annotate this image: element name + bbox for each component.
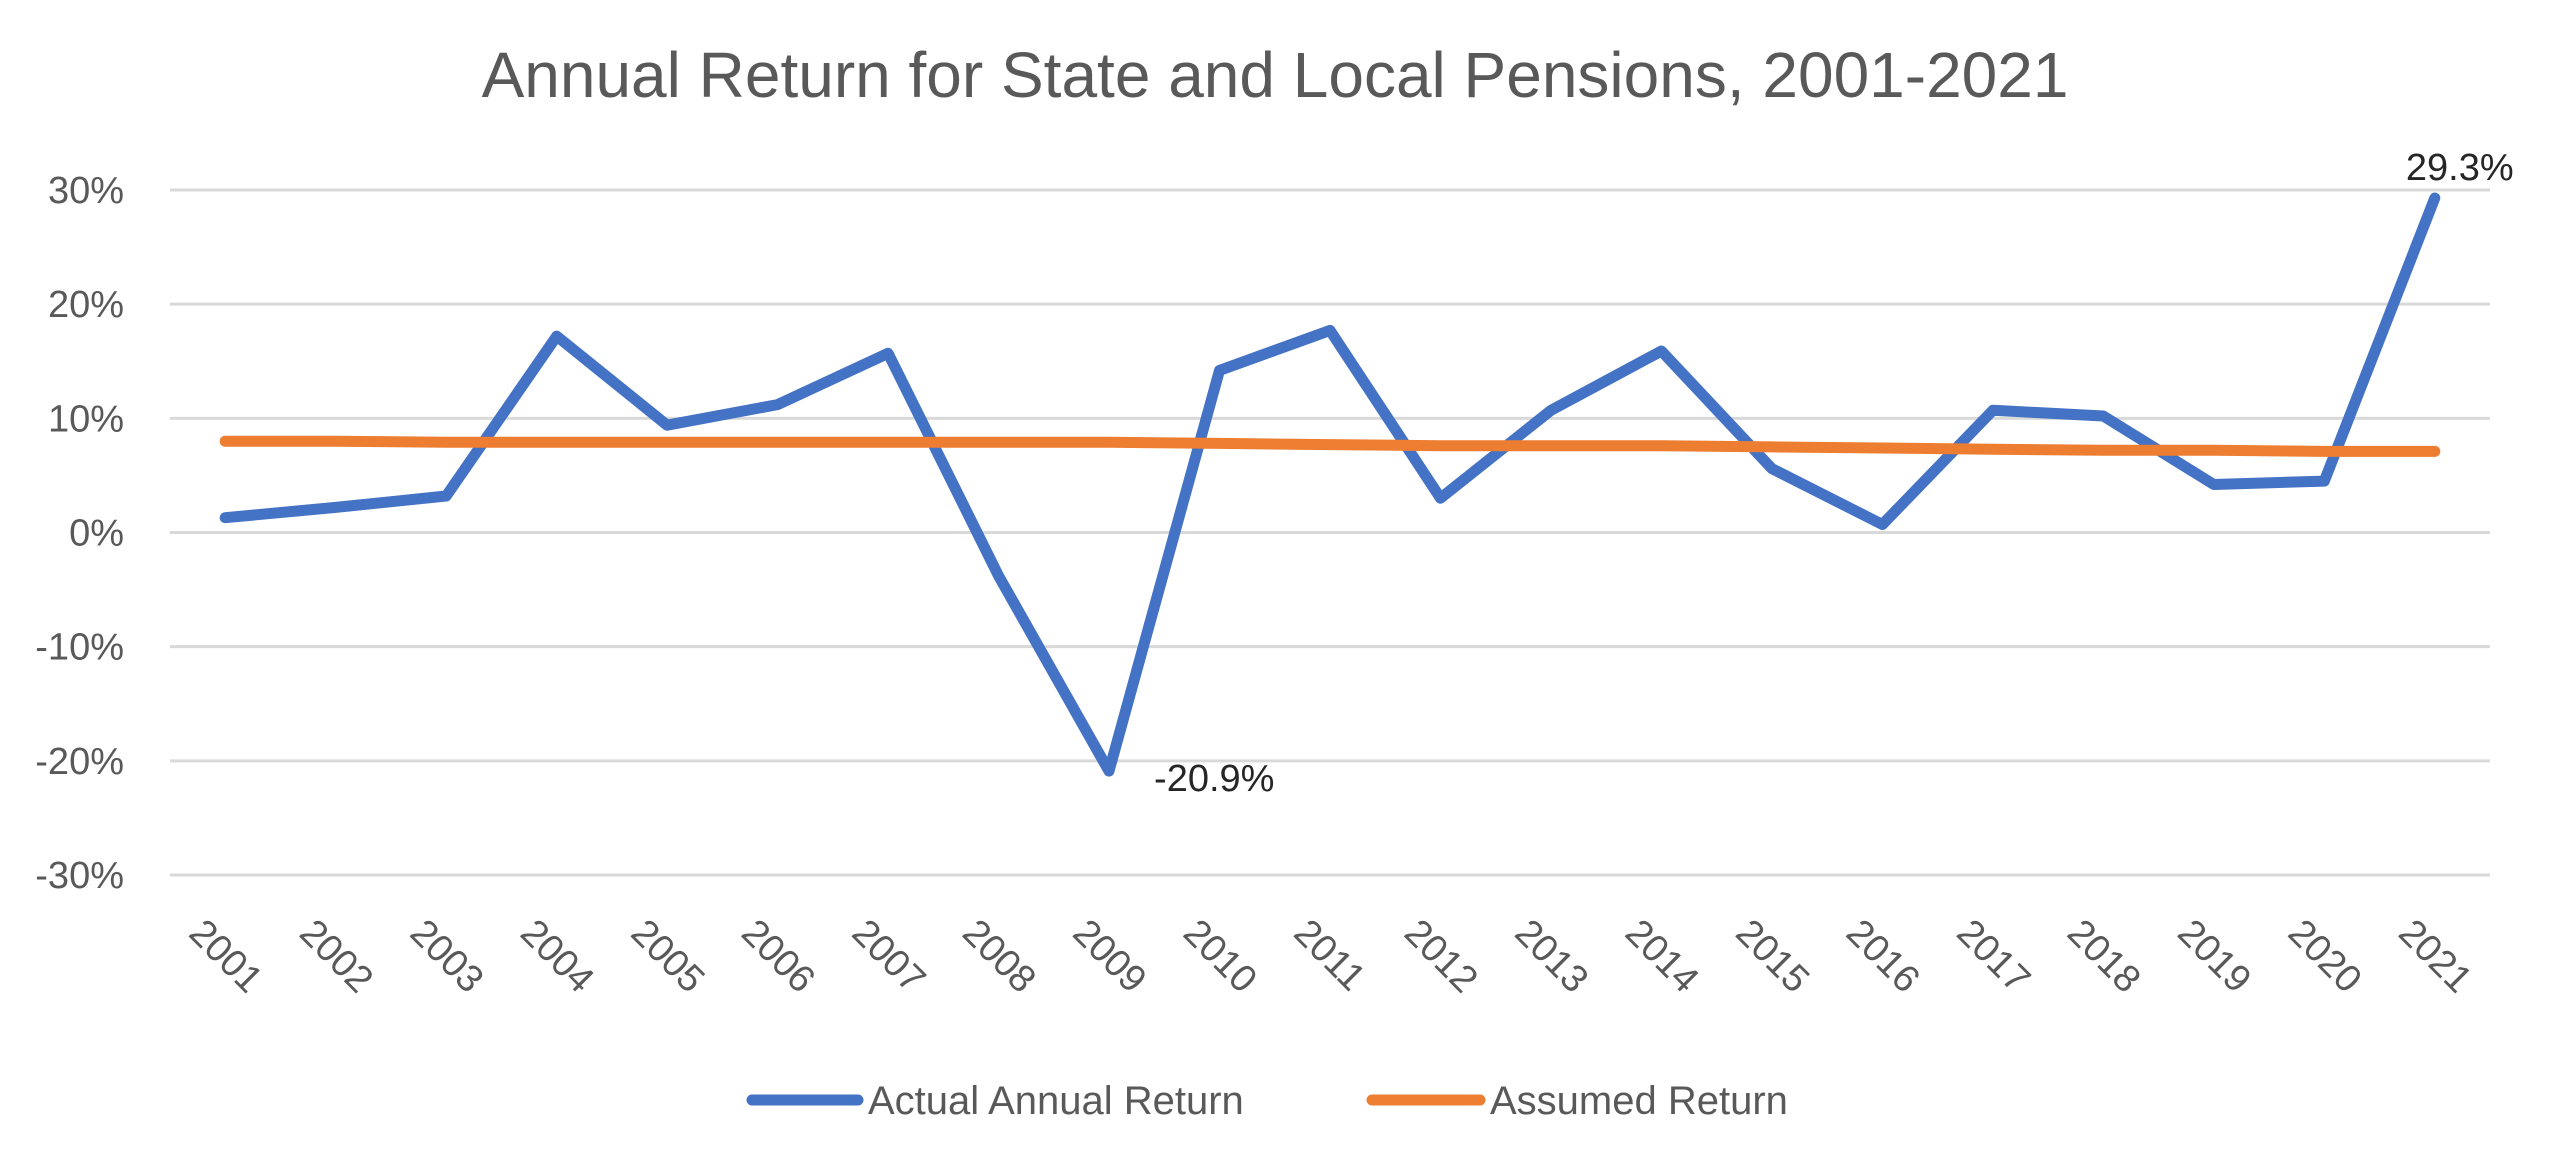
legend-label: Assumed Return — [1490, 1079, 1788, 1123]
x-tick-label: 2003 — [402, 912, 491, 1001]
x-tick-label: 2013 — [1507, 912, 1596, 1001]
y-tick-label: -30% — [35, 855, 124, 897]
y-tick-label: 10% — [48, 398, 124, 440]
y-tick-label: -10% — [35, 627, 124, 669]
x-tick-label: 2018 — [2059, 912, 2148, 1001]
series-lines — [219, 192, 2441, 777]
legend: Actual Annual Return Assumed Return — [746, 1079, 1788, 1123]
x-tick-label: 2015 — [1728, 912, 1817, 1001]
x-tick-label: 2019 — [2169, 912, 2258, 1001]
x-tick-label: 2020 — [2280, 912, 2369, 1001]
data-label: -20.9% — [1154, 758, 1274, 800]
x-tick-label: 2017 — [1948, 912, 2037, 1001]
x-tick-label: 2011 — [1286, 912, 1373, 999]
x-tick-label: 2001 — [181, 912, 270, 1001]
x-tick-label: 2012 — [1396, 912, 1485, 1001]
y-tick-label: -20% — [35, 741, 124, 783]
x-tick-label: 2021 — [2390, 912, 2479, 1001]
x-tick-label: 2005 — [623, 912, 712, 1001]
y-tick-label: 30% — [48, 170, 124, 212]
x-tick-label: 2009 — [1065, 912, 1154, 1001]
actual-return-line — [219, 192, 2441, 777]
y-tick-label: 0% — [69, 513, 124, 555]
x-tick-label: 2008 — [954, 912, 1043, 1001]
x-tick-label: 2006 — [733, 912, 822, 1001]
chart-title: Annual Return for State and Local Pensio… — [482, 39, 2069, 111]
x-tick-label: 2014 — [1617, 912, 1706, 1001]
x-tick-label: 2002 — [291, 912, 380, 1001]
gridlines — [170, 188, 2490, 877]
x-tick-label: 2007 — [844, 912, 933, 1001]
y-tick-label: 20% — [48, 284, 124, 326]
x-tick-label: 2004 — [512, 912, 601, 1001]
assumed-return-line — [219, 435, 2441, 457]
x-tick-label: 2010 — [1175, 912, 1264, 1001]
legend-label: Actual Annual Return — [868, 1079, 1244, 1123]
y-axis-ticks: 30% 20% 10% 0% -10% -20% -30% — [35, 170, 124, 897]
data-label: 29.3% — [2406, 147, 2514, 189]
x-tick-label: 2016 — [1838, 912, 1927, 1001]
data-labels: 29.3% -20.9% — [1154, 147, 2514, 800]
x-axis-ticks: 2001 2002 2003 2004 2005 2006 2007 2008 2009 2010… — [181, 912, 2480, 1001]
